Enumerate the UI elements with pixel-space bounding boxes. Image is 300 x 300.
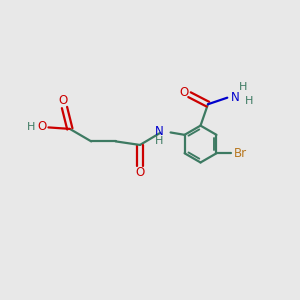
Text: O: O — [58, 94, 68, 107]
Text: H: H — [154, 136, 163, 146]
Text: H: H — [238, 82, 247, 92]
Text: N: N — [231, 91, 240, 103]
Text: H: H — [27, 122, 35, 132]
Text: O: O — [135, 167, 145, 179]
Text: O: O — [37, 120, 46, 133]
Text: O: O — [180, 86, 189, 99]
Text: H: H — [244, 96, 253, 106]
Text: Br: Br — [234, 147, 247, 160]
Text: N: N — [155, 125, 164, 138]
